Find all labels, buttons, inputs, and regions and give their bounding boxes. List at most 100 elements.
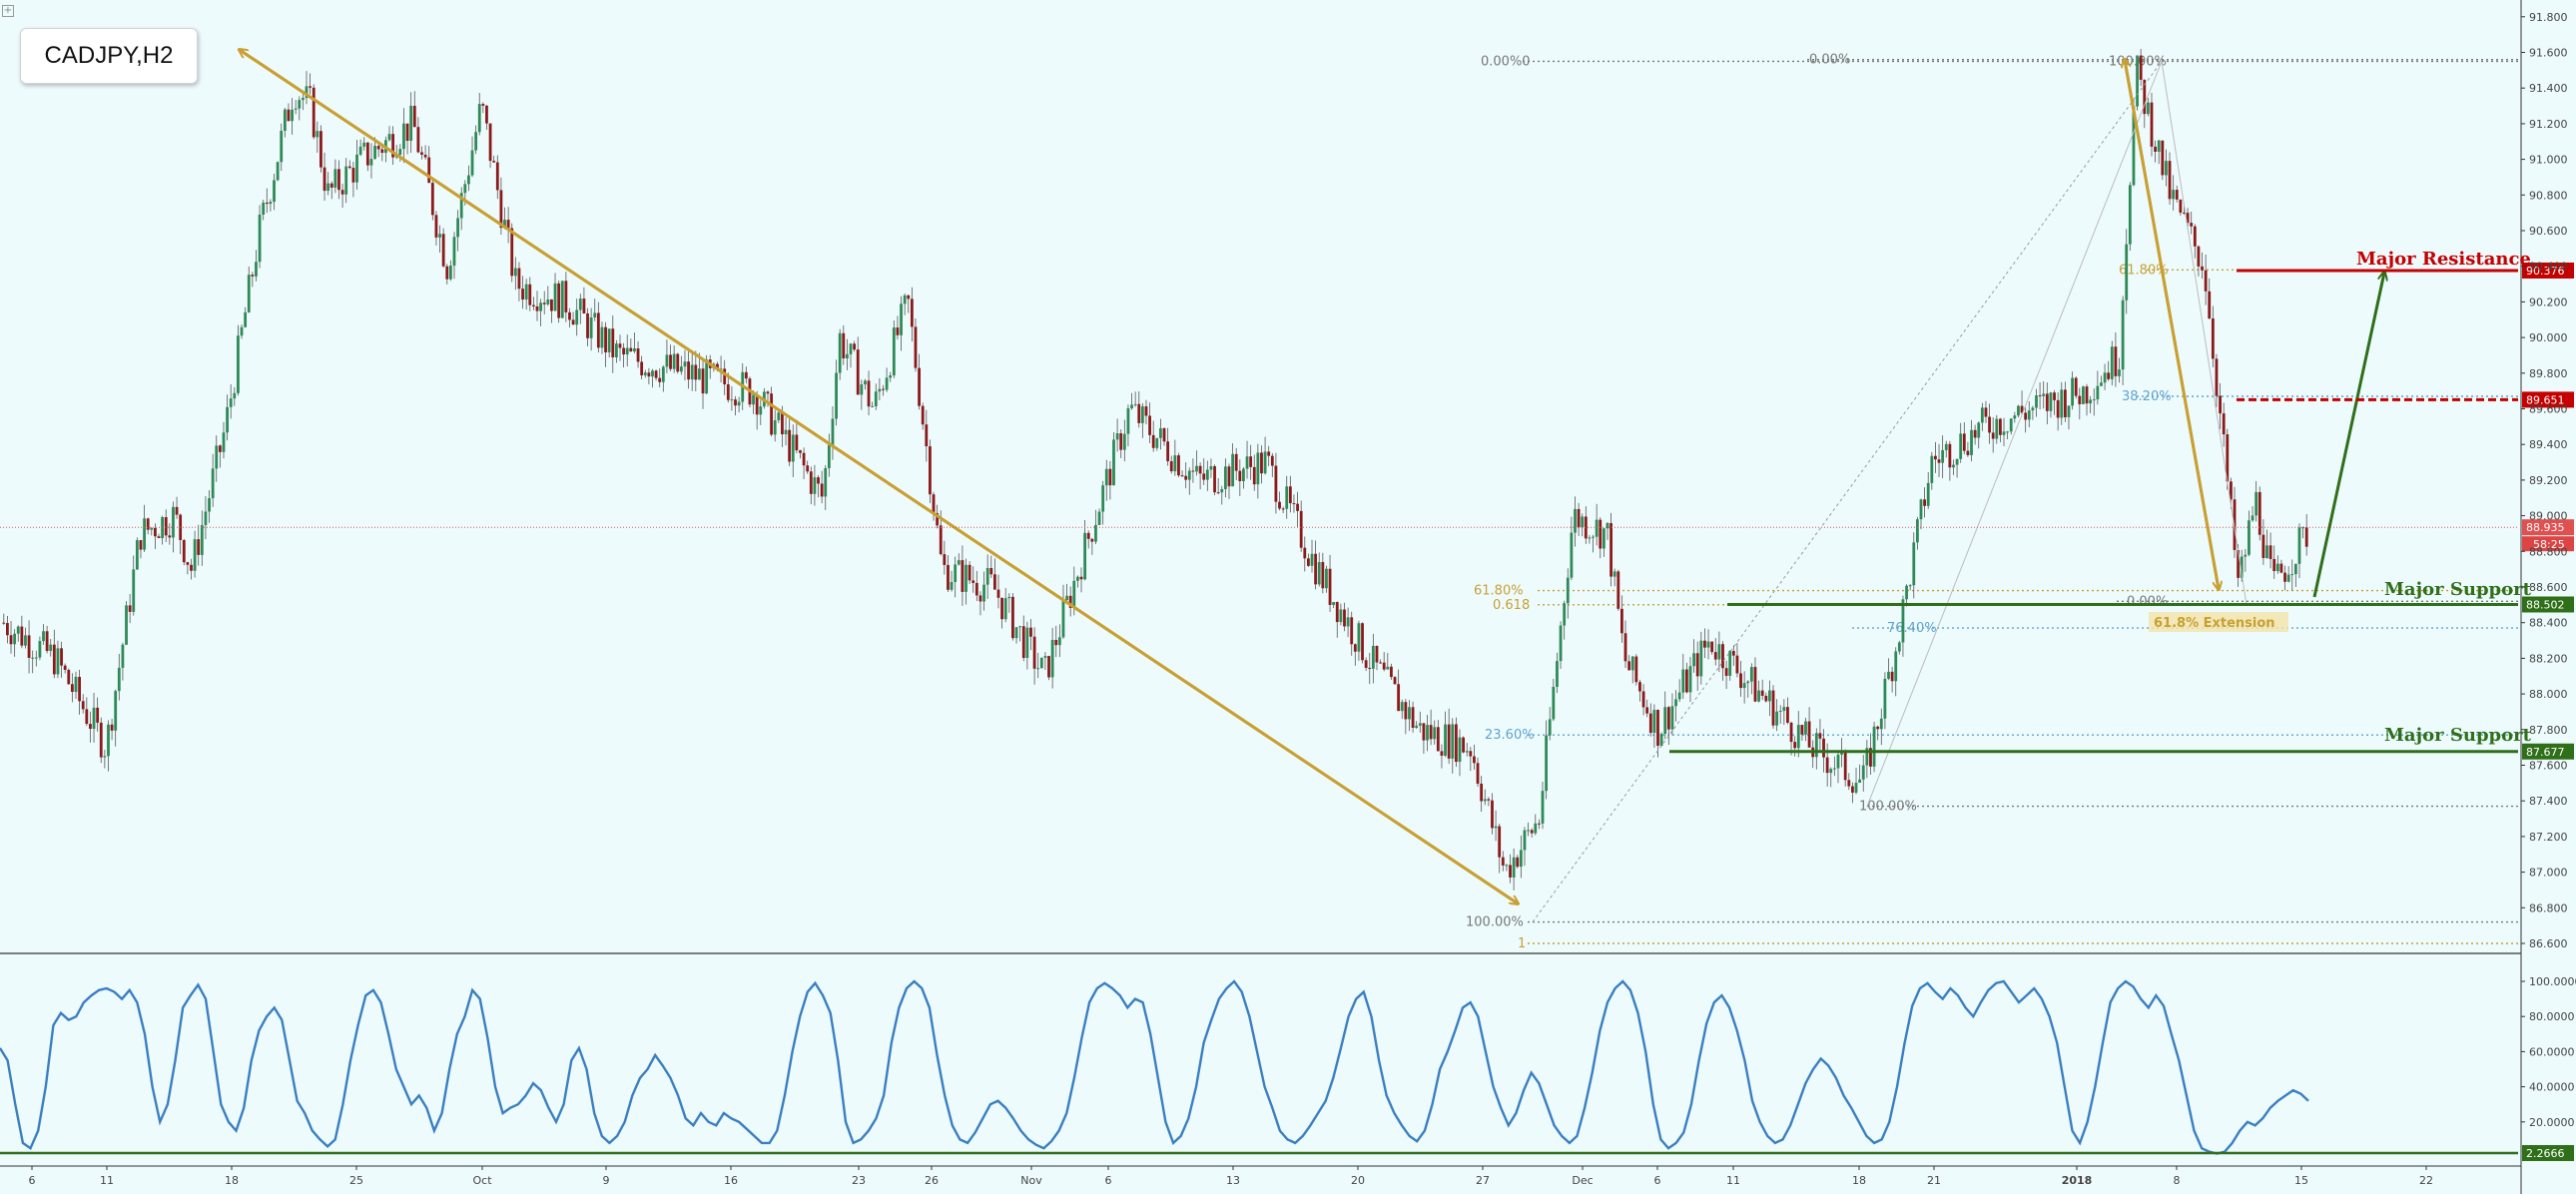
fib-label-left: 61.80% [1474, 584, 1524, 599]
candle-body [1757, 690, 1760, 702]
candle-body [1065, 595, 1068, 601]
candle-body [1162, 428, 1166, 442]
price-tick-label: 89.200 [2529, 474, 2568, 487]
candle-body [506, 220, 510, 229]
candle-body [190, 564, 193, 571]
candle-body [67, 669, 71, 685]
candle-body [1854, 783, 1858, 793]
candle-body [1962, 433, 1966, 451]
candle-body [2168, 161, 2172, 200]
candle-body [864, 380, 867, 385]
candle-body [1959, 433, 1963, 459]
candle-body [1980, 407, 1984, 423]
candle-body [1371, 645, 1375, 669]
candle-body [280, 131, 284, 163]
candle-body [1267, 451, 1271, 456]
candle-body [1137, 403, 1141, 423]
candle-body [2257, 491, 2261, 535]
candle-body [31, 657, 35, 659]
level-badge [2522, 596, 2574, 613]
candle-body [438, 234, 441, 238]
candle-body [1966, 450, 1970, 455]
candle-body [1684, 669, 1688, 693]
symbol-label: CADJPY,H2 [20, 28, 198, 84]
candle-body [211, 468, 215, 499]
candle-body [420, 152, 423, 155]
candle-body [92, 707, 96, 730]
candle-body [146, 518, 150, 530]
candle-body [1760, 690, 1764, 696]
candle-body [2071, 377, 2074, 406]
candle-body [1890, 671, 1894, 682]
candle-body [283, 109, 287, 132]
candle-body [1393, 677, 1397, 685]
candle-body [1537, 823, 1541, 825]
candle-body [376, 146, 380, 150]
candle-body [974, 582, 978, 596]
price-tick-label: 91.800 [2529, 11, 2568, 24]
candle-body [1187, 470, 1191, 480]
candle-body [1775, 711, 1779, 726]
candle-body [1303, 547, 1307, 559]
candle-body [157, 536, 161, 539]
fib-label-mid: 76.40% [1887, 621, 1937, 636]
candle-body [687, 361, 690, 380]
candle-body [1281, 508, 1285, 510]
candle-body [1804, 721, 1807, 735]
candle-body [2060, 389, 2064, 418]
candle-body [1592, 536, 1595, 538]
time-tick-label: 13 [1226, 1174, 1240, 1187]
candle-body [81, 701, 85, 710]
candle-body [2020, 405, 2024, 413]
candle-body [294, 108, 298, 110]
candle-body [358, 146, 362, 155]
candle-body [1483, 799, 1487, 802]
candle-body [1595, 519, 1599, 537]
price-tick-label: 91.600 [2529, 47, 2568, 60]
candle-body [215, 445, 219, 469]
candle-body [679, 366, 683, 372]
candle-body [1227, 466, 1231, 487]
candle-body [2013, 415, 2017, 419]
candle-body [2219, 395, 2222, 414]
downtrend-arrow-start [240, 50, 1519, 905]
candle-body [255, 262, 258, 277]
candle-body [1007, 596, 1011, 599]
candle-body [1216, 492, 1220, 494]
major-support-label-lower: Major Support [2384, 725, 2532, 746]
candle-body [1955, 458, 1959, 465]
candle-body [1534, 823, 1538, 834]
candle-body [726, 383, 730, 400]
candle-body [2201, 266, 2204, 271]
expand-icon[interactable]: + [2, 5, 14, 17]
candle-body [1548, 719, 1552, 736]
candle-body [1220, 488, 1224, 493]
candle-body [56, 648, 60, 675]
candle-body [398, 149, 402, 155]
candle-body [539, 302, 543, 311]
candle-body [1068, 595, 1072, 608]
candle-body [251, 275, 255, 277]
osc-tick-label: 100.0000 [2529, 975, 2576, 988]
candle-body [1908, 585, 1912, 587]
candle-body [553, 283, 557, 311]
candle-body [524, 284, 528, 300]
candle-body [1610, 522, 1612, 577]
candle-body [773, 419, 777, 435]
candle-body [1014, 627, 1018, 639]
candle-body [1465, 751, 1469, 753]
candle-body [1462, 737, 1466, 753]
candle-body [2193, 226, 2197, 247]
candle-body [135, 540, 139, 570]
candle-body [1620, 608, 1623, 634]
time-tick-label: 15 [2294, 1174, 2308, 1187]
candle-body [2092, 399, 2096, 401]
candle-body [99, 722, 103, 758]
candle-body [365, 142, 369, 166]
price-tick-label: 90.000 [2529, 331, 2568, 344]
candle-body [1988, 416, 1991, 433]
candle-body [2190, 223, 2194, 227]
candle-body [150, 528, 154, 530]
candle-body [1238, 470, 1242, 482]
candle-body [1703, 640, 1706, 648]
